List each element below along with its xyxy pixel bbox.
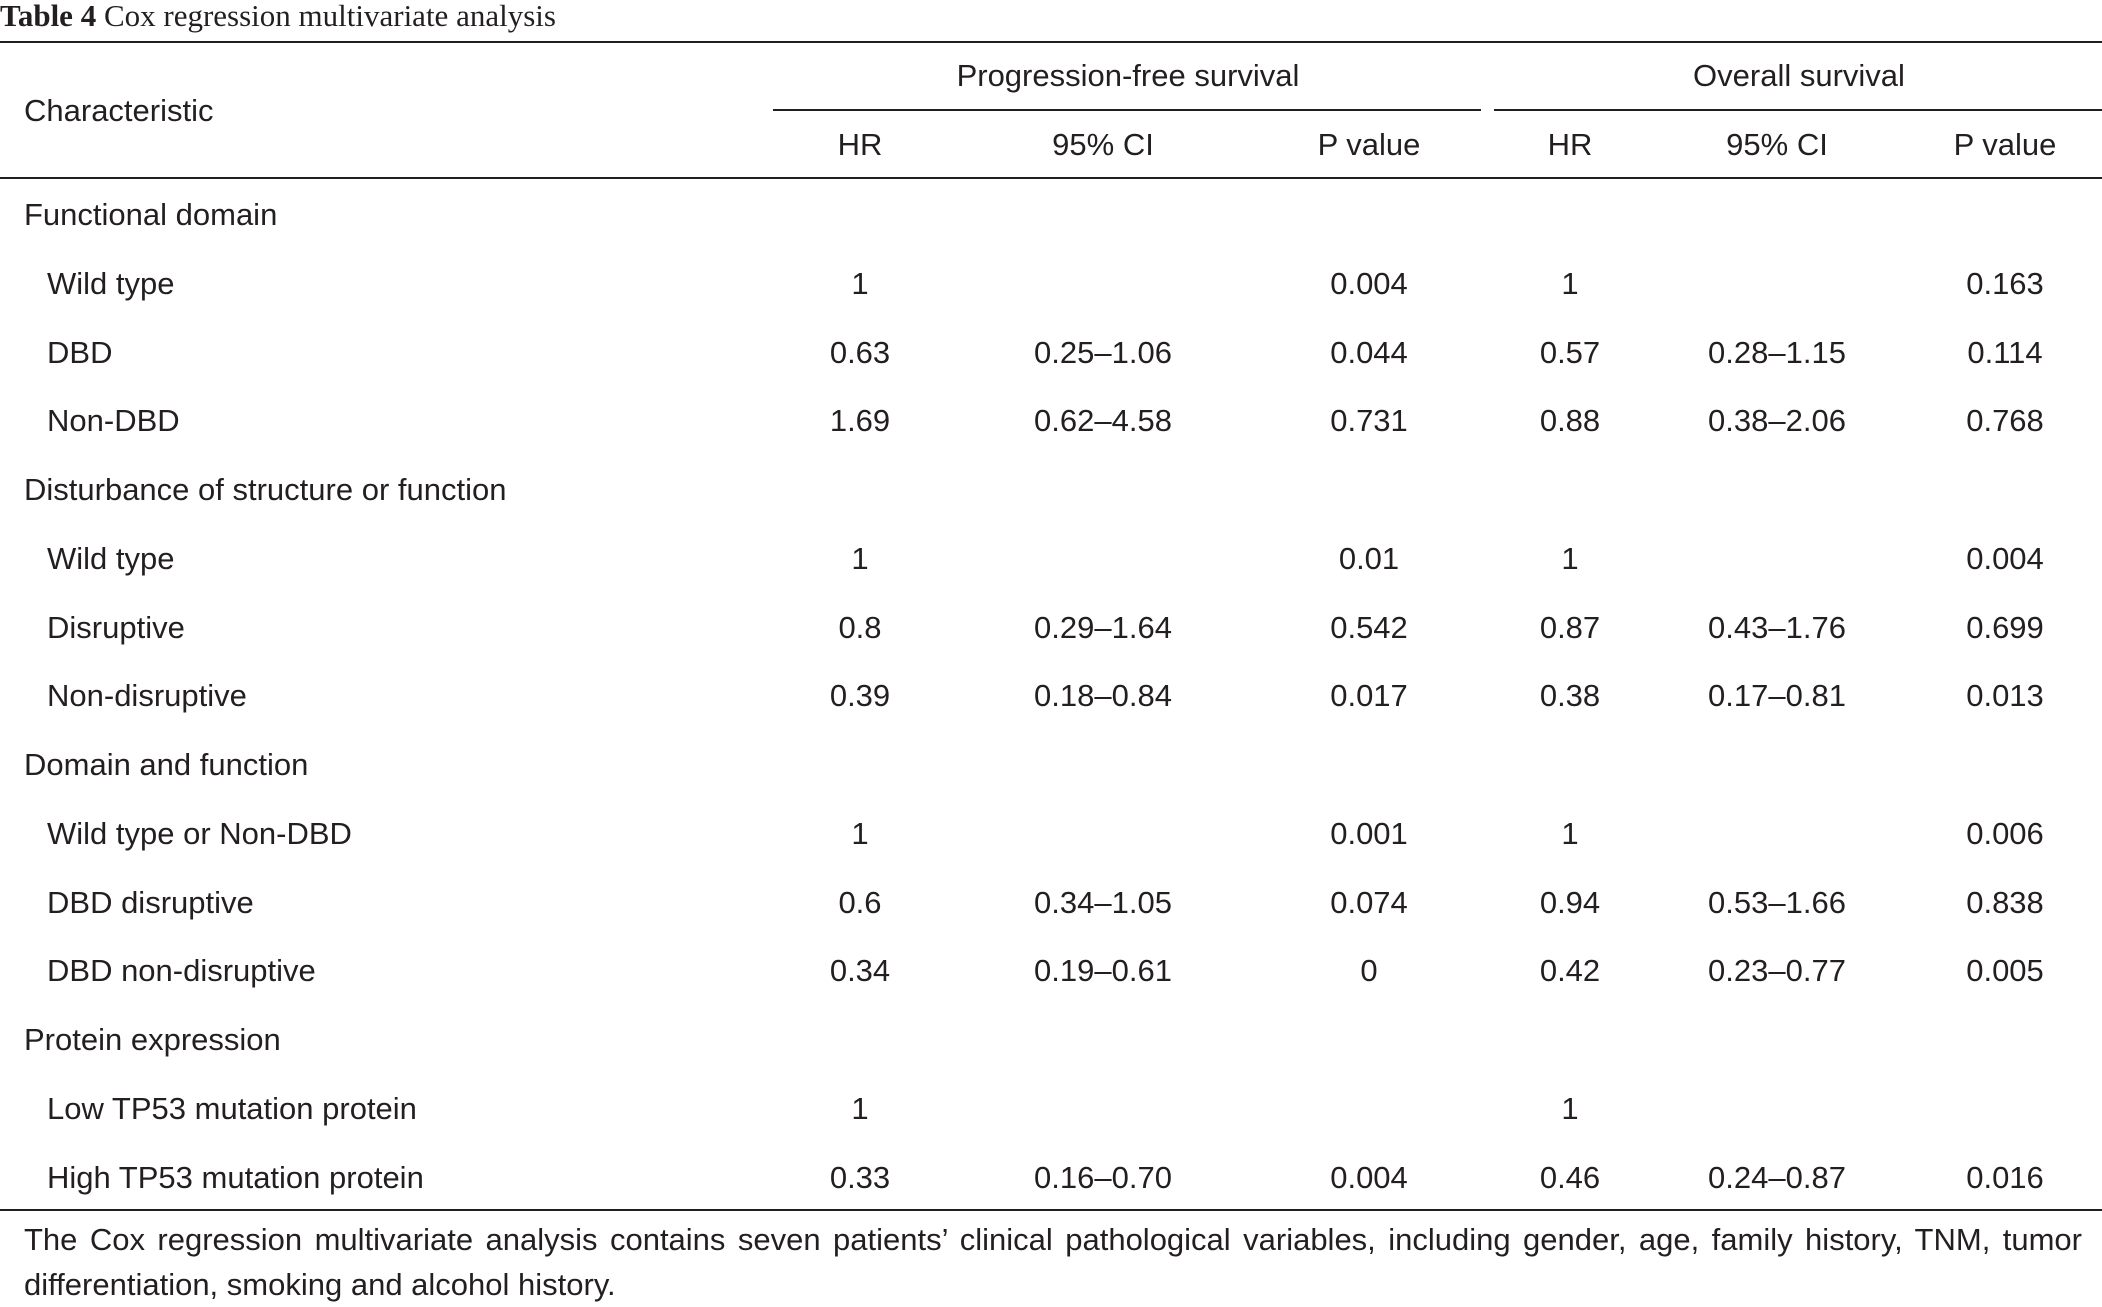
cell-pfs-ci: 0.25–1.06 — [1034, 334, 1172, 370]
cell-os-ci: 0.43–1.76 — [1708, 609, 1846, 645]
cell-pfs-hr: 1 — [851, 815, 869, 851]
characteristic-header: Characteristic — [24, 93, 214, 128]
cell-os-hr: 0.42 — [1539, 953, 1601, 989]
cell-pfs-p: 0.004 — [1330, 1159, 1408, 1195]
cell-pfs-hr: 0.39 — [829, 678, 891, 714]
row-label: Non-DBD — [47, 403, 180, 439]
group-rule-pfs — [773, 109, 1481, 111]
cell-pfs-hr: 0.8 — [838, 609, 882, 645]
cell-os-hr: 0.46 — [1539, 1159, 1601, 1195]
cell-pfs-ci: 0.62–4.58 — [1034, 403, 1172, 439]
group-header-os: Overall survival — [1693, 58, 1905, 93]
section-label: Functional domain — [24, 197, 278, 232]
cell-pfs-hr: 1 — [851, 540, 869, 576]
row-label: DBD disruptive — [47, 884, 254, 920]
bottom-rule — [0, 1209, 2102, 1211]
top-rule — [0, 41, 2102, 43]
cell-os-p: 0.838 — [1966, 884, 2044, 920]
cell-os-hr: 0.57 — [1539, 334, 1601, 370]
cell-os-hr: 1 — [1561, 1090, 1579, 1126]
cell-os-p: 0.699 — [1966, 609, 2044, 645]
row-label: Low TP53 mutation protein — [47, 1090, 417, 1126]
cell-pfs-p: 0.004 — [1330, 265, 1408, 301]
column-header-pfs-ci: 95% CI — [1052, 127, 1154, 162]
column-header-os-p: P value — [1953, 127, 2057, 162]
row-label: DBD — [47, 334, 113, 370]
cell-pfs-hr: 1 — [851, 1090, 869, 1126]
cell-os-p: 0.163 — [1966, 265, 2044, 301]
section-label: Protein expression — [24, 1022, 281, 1057]
cell-pfs-ci: 0.34–1.05 — [1034, 884, 1172, 920]
cell-os-hr: 0.38 — [1539, 678, 1601, 714]
cell-os-ci: 0.17–0.81 — [1708, 678, 1846, 714]
cell-os-ci: 0.38–2.06 — [1708, 403, 1846, 439]
cell-pfs-hr: 0.33 — [829, 1159, 891, 1195]
header-rule — [0, 177, 2102, 179]
table-caption: Table 4 Cox regression multivariate anal… — [0, 0, 556, 40]
table-title: Cox regression multivariate analysis — [103, 0, 556, 33]
cell-os-p: 0.768 — [1966, 403, 2044, 439]
column-header-os-hr: HR — [1547, 127, 1593, 162]
row-label: Wild type — [47, 540, 175, 576]
row-label: Disruptive — [47, 609, 185, 645]
cell-os-p: 0.114 — [1967, 334, 2043, 370]
cell-os-ci: 0.23–0.77 — [1708, 953, 1846, 989]
cell-os-ci: 0.28–1.15 — [1708, 334, 1846, 370]
cell-os-ci: 0.24–0.87 — [1708, 1159, 1846, 1195]
cell-pfs-hr: 1 — [851, 265, 869, 301]
cell-pfs-p: 0.074 — [1330, 884, 1408, 920]
cell-os-hr: 0.94 — [1539, 884, 1601, 920]
table-footnote: The Cox regression multivariate analysis… — [24, 1222, 2082, 1302]
cell-pfs-hr: 0.6 — [838, 884, 882, 920]
cell-pfs-p: 0.017 — [1330, 678, 1408, 714]
cell-pfs-hr: 0.63 — [829, 334, 891, 370]
cell-pfs-p: 0.542 — [1330, 609, 1408, 645]
row-label: Non-disruptive — [47, 678, 247, 714]
cell-os-p: 0.013 — [1966, 678, 2044, 714]
cell-os-hr: 0.88 — [1539, 403, 1601, 439]
cell-pfs-ci: 0.29–1.64 — [1034, 609, 1172, 645]
cell-pfs-p: 0.01 — [1338, 540, 1400, 576]
cell-os-hr: 0.87 — [1539, 609, 1601, 645]
cell-pfs-ci: 0.19–0.61 — [1034, 953, 1172, 989]
group-rule-os — [1494, 109, 2102, 111]
column-header-pfs-p: P value — [1317, 127, 1421, 162]
column-header-pfs-hr: HR — [837, 127, 883, 162]
group-header-pfs: Progression-free survival — [956, 58, 1300, 93]
cell-os-hr: 1 — [1561, 540, 1579, 576]
row-label: Wild type — [47, 265, 175, 301]
cell-os-ci: 0.53–1.66 — [1708, 884, 1846, 920]
row-label: Wild type or Non-DBD — [47, 815, 352, 851]
cell-os-p: 0.005 — [1966, 953, 2044, 989]
cell-os-p: 0.004 — [1966, 540, 2044, 576]
section-label: Disturbance of structure or function — [24, 472, 507, 507]
cell-os-p: 0.016 — [1966, 1159, 2044, 1195]
table-number: Table 4 — [0, 0, 97, 33]
cell-pfs-p: 0.001 — [1330, 815, 1408, 851]
cell-pfs-p: 0 — [1360, 953, 1378, 989]
row-label: DBD non-disruptive — [47, 953, 316, 989]
cell-os-hr: 1 — [1561, 815, 1579, 851]
cell-pfs-ci: 0.16–0.70 — [1034, 1159, 1172, 1195]
cell-os-p: 0.006 — [1966, 815, 2044, 851]
column-header-os-ci: 95% CI — [1726, 127, 1828, 162]
section-label: Domain and function — [24, 747, 309, 782]
cell-pfs-ci: 0.18–0.84 — [1034, 678, 1172, 714]
row-label: High TP53 mutation protein — [47, 1159, 424, 1195]
cell-pfs-p: 0.044 — [1330, 334, 1408, 370]
cell-pfs-hr: 1.69 — [829, 403, 891, 439]
cell-os-hr: 1 — [1561, 265, 1579, 301]
cell-pfs-hr: 0.34 — [829, 953, 891, 989]
cell-pfs-p: 0.731 — [1330, 403, 1408, 439]
